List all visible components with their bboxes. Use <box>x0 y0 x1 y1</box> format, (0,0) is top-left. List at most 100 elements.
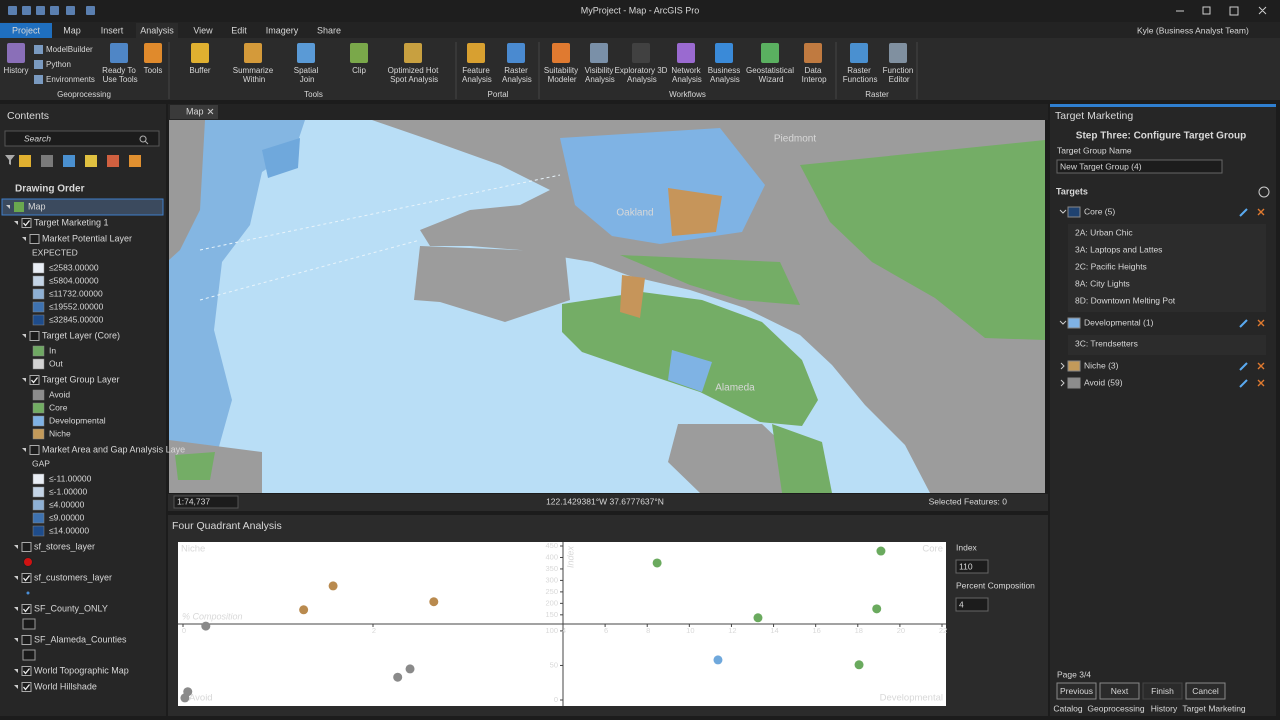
ribbon-button-label[interactable]: Geostatistical Wizard <box>746 66 794 84</box>
ribbon-button-label[interactable]: Raster Functions <box>841 66 878 84</box>
ribbon-button-icon[interactable] <box>467 43 485 63</box>
segment-item[interactable]: 3A: Laptops and Lattes <box>1075 244 1162 254</box>
ribbon-button-label[interactable]: Clip <box>352 66 366 75</box>
ribbon-button-label[interactable]: Ready To Use Tools <box>100 66 137 84</box>
map-view[interactable] <box>169 120 1045 493</box>
ribbon-button-label[interactable]: Raster Analysis <box>500 66 532 84</box>
ribbon-tab[interactable]: Map <box>63 25 81 35</box>
ribbon-button-label[interactable]: Summarize Within <box>233 66 274 84</box>
checkbox[interactable] <box>29 331 40 341</box>
segment-item[interactable]: 2A: Urban Chic <box>1075 227 1133 237</box>
ribbon-button-icon[interactable] <box>507 43 525 63</box>
ribbon-button-icon[interactable] <box>297 43 315 63</box>
quick-access-icon[interactable] <box>50 6 59 15</box>
target-group[interactable]: Developmental (1) <box>1084 317 1154 327</box>
index-value[interactable]: 110 <box>959 561 973 571</box>
tree-item[interactable]: sf_stores_layer <box>34 541 95 551</box>
target-group[interactable]: Niche (3) <box>1084 360 1119 370</box>
checkbox[interactable] <box>29 375 40 385</box>
small-button-label[interactable]: ModelBuilder <box>46 45 93 54</box>
map-tab[interactable] <box>170 105 218 119</box>
ribbon-button-icon[interactable] <box>850 43 868 63</box>
ribbon-tab[interactable]: Insert <box>101 25 124 35</box>
wizard-button-label[interactable]: Previous <box>1060 686 1093 696</box>
checkbox[interactable] <box>21 573 32 583</box>
edit-icon[interactable] <box>1239 319 1248 328</box>
expand-arrow[interactable] <box>1059 209 1067 214</box>
checkbox[interactable] <box>21 666 32 676</box>
ribbon-button-icon[interactable] <box>715 43 733 63</box>
pane-tab[interactable]: Target Marketing <box>1182 703 1246 713</box>
wizard-button-label[interactable]: Finish <box>1151 686 1174 696</box>
delete-icon[interactable] <box>1257 379 1265 387</box>
expand-arrow[interactable] <box>14 685 18 689</box>
active-tab-bg[interactable] <box>136 23 178 38</box>
ribbon-tab[interactable]: Imagery <box>266 25 299 35</box>
ribbon-tab[interactable]: Edit <box>231 25 247 35</box>
wizard-button[interactable] <box>1185 682 1226 700</box>
small-button-icon[interactable] <box>34 60 43 69</box>
add-button[interactable] <box>1258 186 1270 198</box>
expand-arrow[interactable] <box>1060 362 1065 370</box>
filter-icon[interactable] <box>5 155 15 165</box>
contents-tool-icon[interactable] <box>107 155 119 167</box>
ribbon-button-icon[interactable] <box>244 43 262 63</box>
composition-input[interactable] <box>955 597 989 612</box>
name-value[interactable]: New Target Group (4) <box>1060 161 1142 171</box>
ribbon-button-label[interactable]: Optimized Hot Spot Analysis <box>388 66 439 84</box>
tree-item[interactable]: Market Area and Gap Analysis Laye <box>42 444 185 454</box>
expand-arrow[interactable] <box>14 221 18 225</box>
edit-icon[interactable] <box>1239 379 1248 388</box>
checkbox[interactable] <box>29 445 40 455</box>
checkbox[interactable] <box>21 604 32 614</box>
segment-item[interactable]: 8D: Downtown Melting Pot <box>1075 295 1176 305</box>
ribbon-tab[interactable]: Share <box>317 25 341 35</box>
ribbon-button-label[interactable]: Spatial Join <box>294 66 319 84</box>
index-input[interactable] <box>955 559 989 574</box>
wizard-button[interactable] <box>1142 682 1183 700</box>
expand-arrow[interactable] <box>1060 379 1065 387</box>
pane-tab[interactable]: History <box>1151 703 1178 713</box>
ribbon-tab[interactable]: Project <box>12 25 41 35</box>
project-tab-bg[interactable] <box>0 23 52 38</box>
ribbon-button-icon[interactable] <box>552 43 570 63</box>
contents-tool-icon[interactable] <box>63 155 75 167</box>
small-button-icon[interactable] <box>34 75 43 84</box>
expand-arrow[interactable] <box>22 334 26 338</box>
search-icon[interactable] <box>139 135 149 145</box>
small-button-label[interactable]: Python <box>46 60 71 69</box>
ribbon-button-icon[interactable] <box>404 43 422 63</box>
ribbon-button-label[interactable]: Network Analysis <box>670 66 702 84</box>
delete-icon[interactable] <box>1257 362 1265 370</box>
small-button-icon[interactable] <box>34 45 43 54</box>
delete-icon[interactable] <box>1257 208 1265 216</box>
contents-tool-icon[interactable] <box>85 155 97 167</box>
wizard-button-label[interactable]: Cancel <box>1192 686 1219 696</box>
edit-icon[interactable] <box>1239 208 1248 217</box>
checkbox[interactable] <box>21 635 32 645</box>
small-button-label[interactable]: Environments <box>46 75 95 84</box>
expand-arrow[interactable] <box>1059 320 1067 325</box>
wizard-button-label[interactable]: Next <box>1111 686 1129 696</box>
checkbox[interactable] <box>29 234 40 244</box>
tree-item[interactable]: World Hillshade <box>34 681 97 691</box>
composition-value[interactable]: 4 <box>959 599 964 609</box>
segment-item[interactable]: 8A: City Lights <box>1075 278 1130 288</box>
expand-arrow[interactable] <box>22 448 26 452</box>
tree-item[interactable]: Target Marketing 1 <box>34 217 109 227</box>
quick-access-icon[interactable] <box>22 6 31 15</box>
tree-item[interactable]: Map <box>28 201 46 211</box>
target-group[interactable]: Core (5) <box>1084 206 1115 216</box>
expand-arrow[interactable] <box>14 607 18 611</box>
ribbon-button-icon[interactable] <box>110 43 128 63</box>
expand-arrow[interactable] <box>14 576 18 580</box>
ribbon-button-icon[interactable] <box>7 43 25 63</box>
ribbon-button-icon[interactable] <box>761 43 779 63</box>
ribbon-button-icon[interactable] <box>889 43 907 63</box>
ribbon-button-icon[interactable] <box>677 43 695 63</box>
ribbon-tab[interactable]: Analysis <box>140 25 174 35</box>
window-controls[interactable] <box>1176 6 1267 16</box>
checkbox[interactable] <box>21 218 32 228</box>
checkbox[interactable] <box>21 682 32 692</box>
ribbon-button-icon[interactable] <box>350 43 368 63</box>
